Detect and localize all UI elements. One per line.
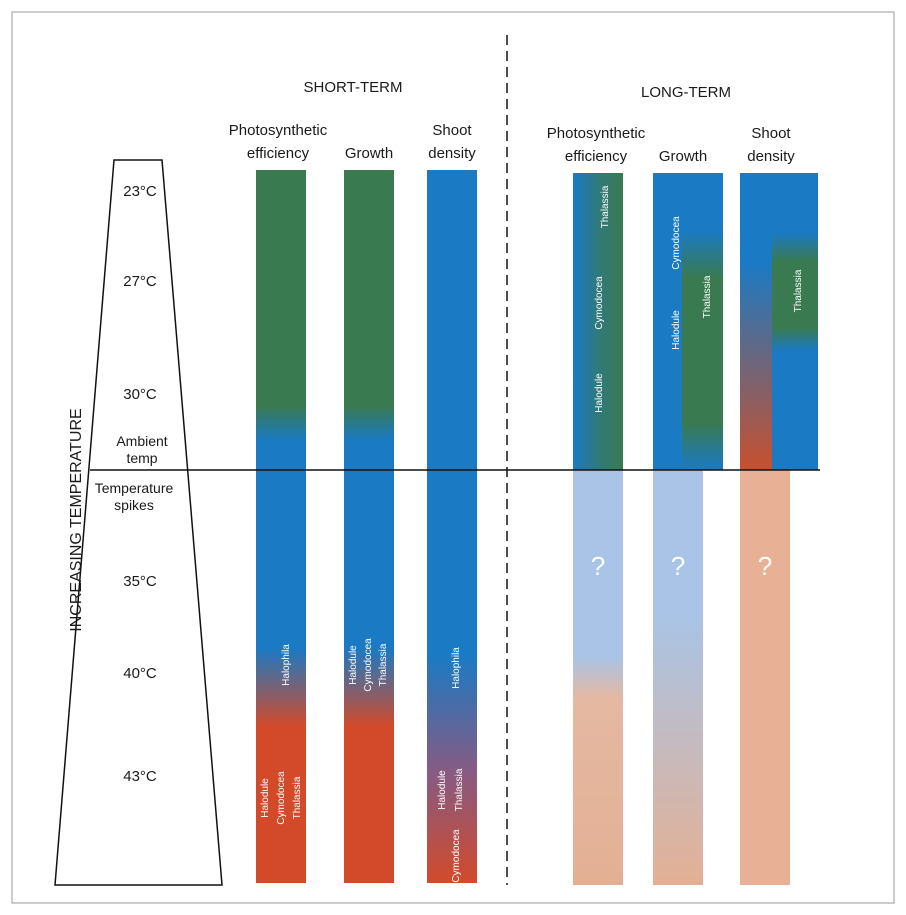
species-label: Cymodocea [276,771,287,825]
species-label: Halophila [451,647,462,689]
column-label: Photosynthetic [547,125,646,142]
column-label: Growth [345,145,393,162]
temp-label: 40°C [123,665,157,682]
temp-label: spikes [114,497,154,513]
species-label: Cymodocea [671,216,682,270]
bar-short-shoot [427,170,477,883]
frame [11,11,895,904]
species-label: Cymodocea [594,276,605,330]
unknown-mark: ? [758,551,772,581]
species-label: Halodule [437,770,448,810]
axis-label: INCREASING TEMPERATURE [68,408,85,631]
temp-label: 23°C [123,183,157,200]
header: SHORT-TERM [304,79,403,96]
unknown-mark: ? [671,551,685,581]
species-label: Halodule [260,778,271,818]
temperature-wedge [54,159,223,886]
column-label: Shoot [751,125,791,142]
bar-long-growth-unknown [653,470,703,885]
species-label: Thalassia [292,776,303,819]
species-label: Thalassia [793,269,804,312]
species-label: Halodule [348,645,359,685]
temp-label: 30°C [123,386,157,403]
column-label: density [428,145,476,162]
temp-label: Ambient [116,433,167,449]
bar-long-shoot-right [772,173,818,470]
species-label: Halophila [281,644,292,686]
temp-label: 43°C [123,768,157,785]
column-label: Growth [659,148,707,165]
species-label: Thalassia [600,185,611,228]
bar-long-pe-unknown [573,470,623,885]
column-label: efficiency [565,148,628,165]
column-label: efficiency [247,145,310,162]
species-label: Halodule [594,373,605,413]
bar-long-growth-inner [682,230,723,470]
temp-label: 35°C [123,573,157,590]
temp-label: temp [126,450,157,466]
column-label: density [747,148,795,165]
species-label: Cymodocea [451,829,462,883]
bar-long-shoot-left [740,173,772,470]
temp-label: Temperature [95,480,174,496]
bar-short-growth [344,170,394,883]
column-label: Photosynthetic [229,122,328,139]
species-label: Thalassia [454,768,465,811]
species-labels: Halophila Halodule Cymodocea Thalassia H… [260,185,804,883]
species-label: Cymodocea [363,638,374,692]
header: LONG-TERM [641,84,731,101]
bar-long-pe [573,173,623,470]
unknown-mark: ? [591,551,605,581]
species-label: Thalassia [378,643,389,686]
species-label: Thalassia [702,275,713,318]
column-label: Shoot [432,122,472,139]
bar-long-shoot-unknown [740,470,790,885]
species-label: Halodule [671,310,682,350]
bar-short-pe [256,170,306,883]
temp-label: 27°C [123,273,157,290]
